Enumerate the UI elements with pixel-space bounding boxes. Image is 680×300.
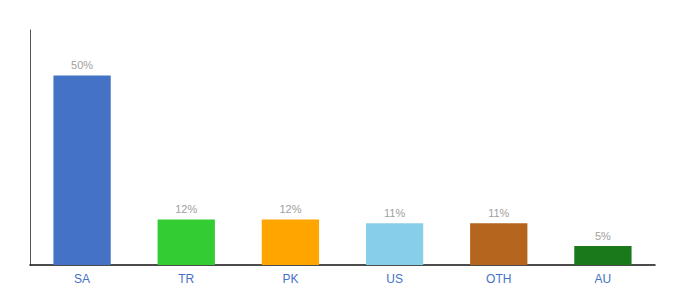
svg-text:11%: 11%: [488, 207, 509, 219]
svg-text:AU: AU: [595, 272, 612, 286]
svg-text:11%: 11%: [384, 207, 405, 219]
svg-text:12%: 12%: [279, 203, 301, 215]
svg-text:US: US: [386, 272, 403, 286]
svg-text:OTH: OTH: [486, 272, 511, 286]
svg-text:5%: 5%: [595, 230, 611, 242]
svg-text:50%: 50%: [71, 59, 93, 71]
svg-text:TR: TR: [178, 272, 194, 286]
svg-text:12%: 12%: [175, 203, 197, 215]
svg-text:SA: SA: [74, 272, 90, 286]
svg-text:PK: PK: [282, 272, 298, 286]
